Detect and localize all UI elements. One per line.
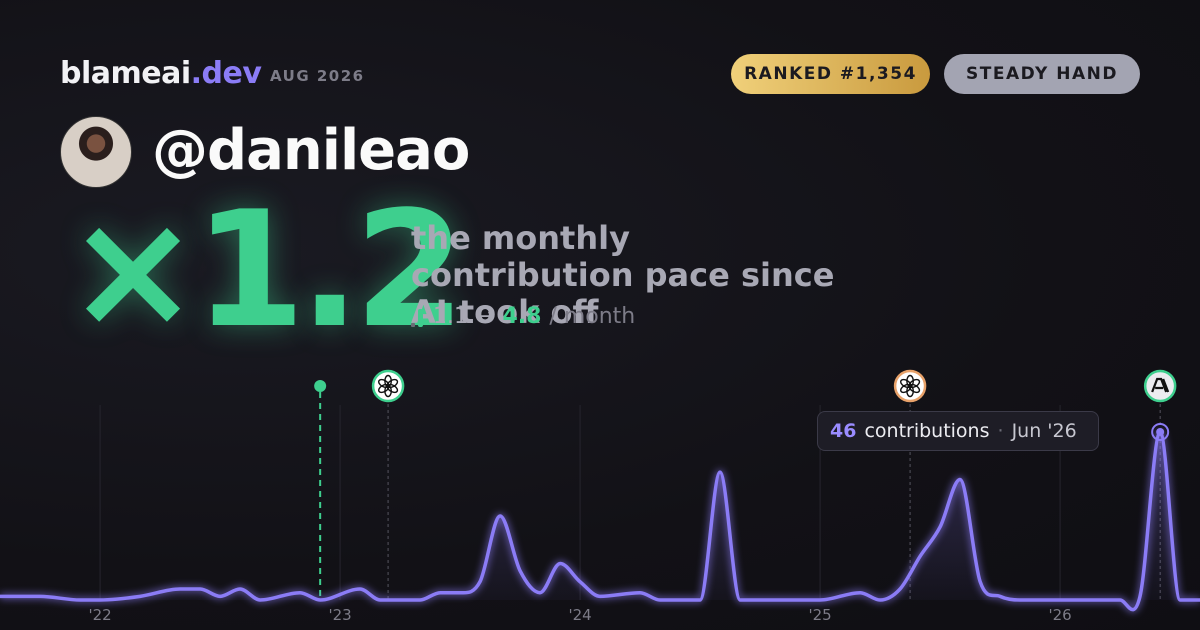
pace-arrow: →	[476, 304, 495, 329]
tooltip-separator: ·	[997, 420, 1004, 442]
tooltip-value: 46	[830, 420, 857, 442]
x-tick-label: '25	[808, 606, 831, 624]
handle: @danileao	[152, 118, 470, 183]
line	[0, 430, 1200, 612]
event	[893, 369, 927, 600]
event	[314, 380, 327, 600]
brand-suffix: .dev	[190, 56, 262, 91]
event	[371, 369, 405, 600]
pace: 1.1 → 4.8 / month	[411, 304, 635, 329]
x-tick-label: '22	[88, 606, 111, 624]
area	[0, 432, 1200, 610]
pace-before: 1.1	[433, 304, 468, 329]
x-tick-label: '24	[568, 606, 591, 624]
description: the monthly contribution pace since AI t…	[411, 219, 835, 331]
tooltip-date: Jun '26	[1011, 420, 1077, 442]
event-glyph	[1151, 377, 1170, 393]
pace-icon	[411, 307, 423, 327]
brand-name: blameai	[60, 56, 191, 91]
highlight-ring	[1151, 423, 1170, 441]
event-dot	[314, 380, 327, 392]
event-icon	[1143, 369, 1177, 403]
avatar	[60, 116, 132, 188]
brand: blameai.dev	[60, 56, 262, 91]
pace-unit: / month	[549, 304, 636, 329]
multiplier: ×1.2	[66, 176, 465, 363]
tooltip: 46 contributions · Jun '26	[817, 411, 1099, 451]
highlight-dot	[1156, 428, 1165, 436]
event-glyph	[900, 378, 912, 389]
rank-badge: RANKED #1,354	[731, 54, 930, 94]
report-date: AUG 2026	[270, 67, 365, 85]
tooltip-label: contributions	[864, 420, 990, 442]
event-glyph	[378, 378, 390, 389]
x-tick-label: '23	[328, 606, 351, 624]
style-badge: STEADY HAND	[944, 54, 1140, 94]
x-tick-label: '26	[1048, 606, 1071, 624]
pace-after: 4.8	[502, 304, 542, 329]
